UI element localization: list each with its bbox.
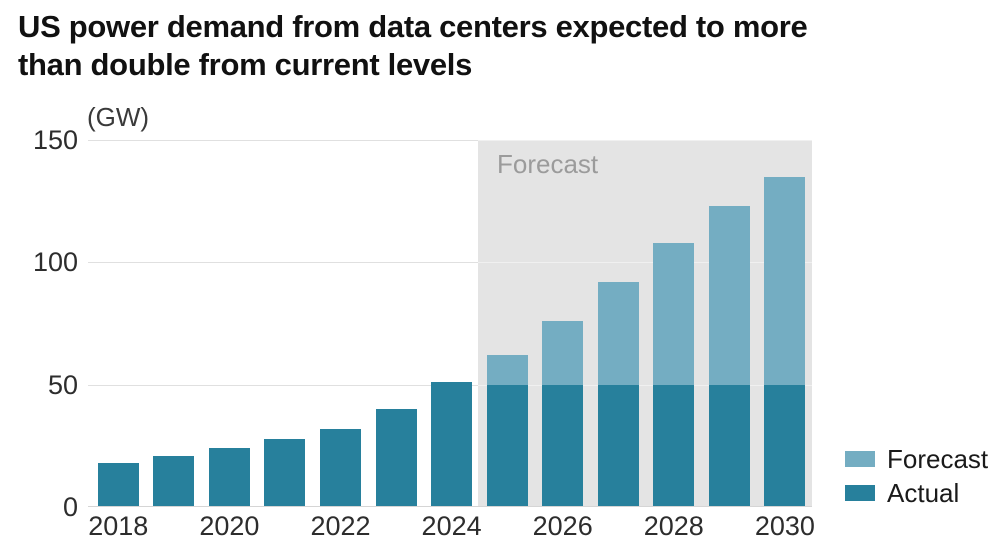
y-axis-tick-label-100: 100 (32, 247, 78, 278)
plot-area: Forecast (88, 140, 812, 507)
bar-2023-actual-segment (375, 409, 417, 507)
chart-title-line2: than double from current levels (18, 47, 473, 82)
chart-title: US power demand from data centers expect… (18, 8, 978, 84)
bar-2019-actual-segment (153, 455, 195, 507)
x-axis-tick-label-2020: 2020 (199, 511, 260, 541)
legend-item-actual: Actual (845, 478, 988, 508)
x-axis-tick-label-2028: 2028 (643, 511, 704, 541)
bar-2029-actual-segment (708, 384, 750, 507)
y-axis-unit-label: (GW) (87, 102, 150, 132)
bar-2027-actual-segment (597, 384, 639, 507)
gridline-150 (88, 140, 812, 141)
legend: Forecast Actual (845, 444, 988, 508)
forecast-region-band (478, 140, 812, 507)
legend-item-forecast: Forecast (845, 444, 988, 474)
bar-2026-actual-segment (542, 384, 584, 507)
y-axis-tick-label-50: 50 (47, 369, 78, 400)
x-axis-line (88, 506, 812, 507)
x-axis-tick-label-2026: 2026 (532, 511, 593, 541)
bar-2018-actual-segment (97, 462, 139, 507)
x-axis-tick-label-2022: 2022 (310, 511, 371, 541)
bar-2030-actual-segment (764, 384, 806, 507)
forecast-swatch-icon (845, 451, 875, 467)
forecast-region-label: Forecast (497, 149, 599, 179)
x-axis-tick-label-2030: 2030 (754, 511, 815, 541)
bar-2022-actual-segment (320, 428, 361, 507)
x-axis-tick-label-2024: 2024 (421, 511, 482, 541)
bar-2028-actual-segment (653, 384, 695, 507)
chart-title-line1: US power demand from data centers expect… (18, 9, 808, 44)
bar-2021-actual-segment (264, 438, 306, 507)
legend-label-forecast: Forecast (887, 443, 989, 474)
bar-2027-forecast-segment (597, 281, 639, 385)
actual-swatch-icon (845, 485, 875, 501)
gridline-100 (88, 262, 812, 264)
bar-2020-actual-segment (208, 448, 250, 507)
y-axis-tick-label-150: 150 (32, 125, 78, 155)
bar-2030-forecast-segment (764, 176, 806, 385)
bar-2029-forecast-segment (708, 206, 750, 385)
bar-2025-forecast-segment (486, 355, 528, 385)
bar-2026-forecast-segment (542, 321, 584, 385)
bar-2028-forecast-segment (653, 242, 695, 385)
legend-label-actual: Actual (887, 477, 960, 508)
x-axis-tick-label-2018: 2018 (88, 511, 149, 541)
bar-2024-actual-segment (431, 382, 473, 507)
bar-2025-actual-segment (486, 384, 528, 507)
y-axis-tick-label-0: 0 (62, 492, 78, 522)
